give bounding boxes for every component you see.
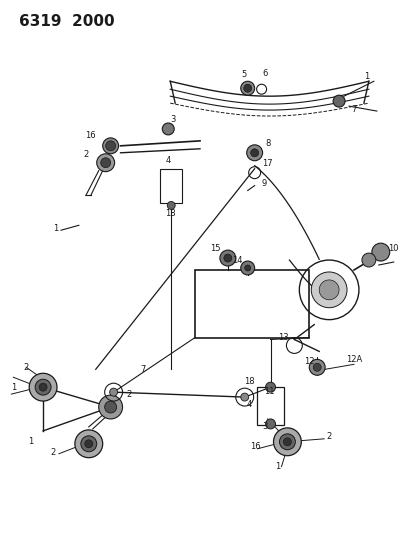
Text: 2: 2 (24, 363, 29, 372)
Circle shape (244, 84, 252, 92)
Circle shape (35, 379, 51, 395)
Circle shape (85, 440, 93, 448)
Text: 4: 4 (247, 400, 252, 409)
Circle shape (266, 382, 275, 392)
Circle shape (99, 395, 122, 419)
Circle shape (273, 428, 302, 456)
Circle shape (103, 138, 119, 154)
Text: 8: 8 (265, 139, 270, 148)
Text: 3: 3 (262, 422, 267, 431)
Text: 1: 1 (29, 437, 34, 446)
Circle shape (224, 254, 232, 262)
Text: 5: 5 (241, 70, 246, 79)
Circle shape (319, 280, 339, 300)
Circle shape (162, 123, 174, 135)
Circle shape (106, 141, 115, 151)
Text: 15: 15 (210, 244, 220, 253)
Circle shape (372, 243, 390, 261)
Circle shape (241, 393, 249, 401)
Bar (160, 168, 182, 204)
Circle shape (247, 145, 263, 161)
Text: 2: 2 (326, 432, 332, 441)
Bar (257, 387, 284, 425)
Circle shape (362, 253, 376, 267)
Text: 13: 13 (278, 333, 289, 342)
Text: 4: 4 (166, 156, 171, 165)
Circle shape (110, 388, 118, 396)
Circle shape (81, 436, 97, 452)
Circle shape (313, 364, 321, 372)
Circle shape (311, 272, 347, 308)
Text: 11: 11 (264, 386, 275, 395)
Text: 7: 7 (141, 365, 146, 374)
Text: 18: 18 (165, 209, 175, 218)
Text: 16: 16 (251, 442, 261, 451)
Text: 10: 10 (388, 244, 399, 253)
Text: 2: 2 (51, 448, 55, 457)
Circle shape (251, 149, 259, 157)
Text: 6: 6 (262, 69, 267, 78)
Text: 9: 9 (262, 179, 267, 188)
Text: 16: 16 (85, 132, 96, 140)
Text: 18: 18 (244, 377, 255, 386)
Circle shape (241, 81, 255, 95)
Text: 7: 7 (351, 104, 357, 114)
Circle shape (97, 154, 115, 172)
Text: 17: 17 (262, 159, 273, 168)
Circle shape (245, 265, 251, 271)
Circle shape (101, 158, 111, 168)
Text: 1: 1 (11, 383, 16, 392)
Circle shape (39, 383, 47, 391)
Circle shape (279, 434, 295, 450)
Circle shape (284, 438, 291, 446)
Text: 14: 14 (233, 255, 243, 264)
Text: 3: 3 (171, 115, 176, 124)
Circle shape (29, 373, 57, 401)
Text: 2: 2 (126, 390, 131, 399)
Bar (195, 270, 309, 337)
Text: 12: 12 (304, 357, 315, 366)
Circle shape (241, 261, 255, 275)
Circle shape (333, 95, 345, 107)
Text: 1: 1 (364, 72, 370, 81)
Circle shape (167, 201, 175, 209)
Text: 6319  2000: 6319 2000 (19, 14, 115, 29)
Circle shape (75, 430, 103, 458)
Text: 1: 1 (275, 462, 280, 471)
Circle shape (220, 250, 236, 266)
Text: 12A: 12A (346, 355, 362, 364)
Circle shape (105, 401, 117, 413)
Circle shape (266, 419, 275, 429)
Text: 1: 1 (53, 224, 59, 233)
Circle shape (309, 359, 325, 375)
Text: 2: 2 (83, 150, 89, 159)
